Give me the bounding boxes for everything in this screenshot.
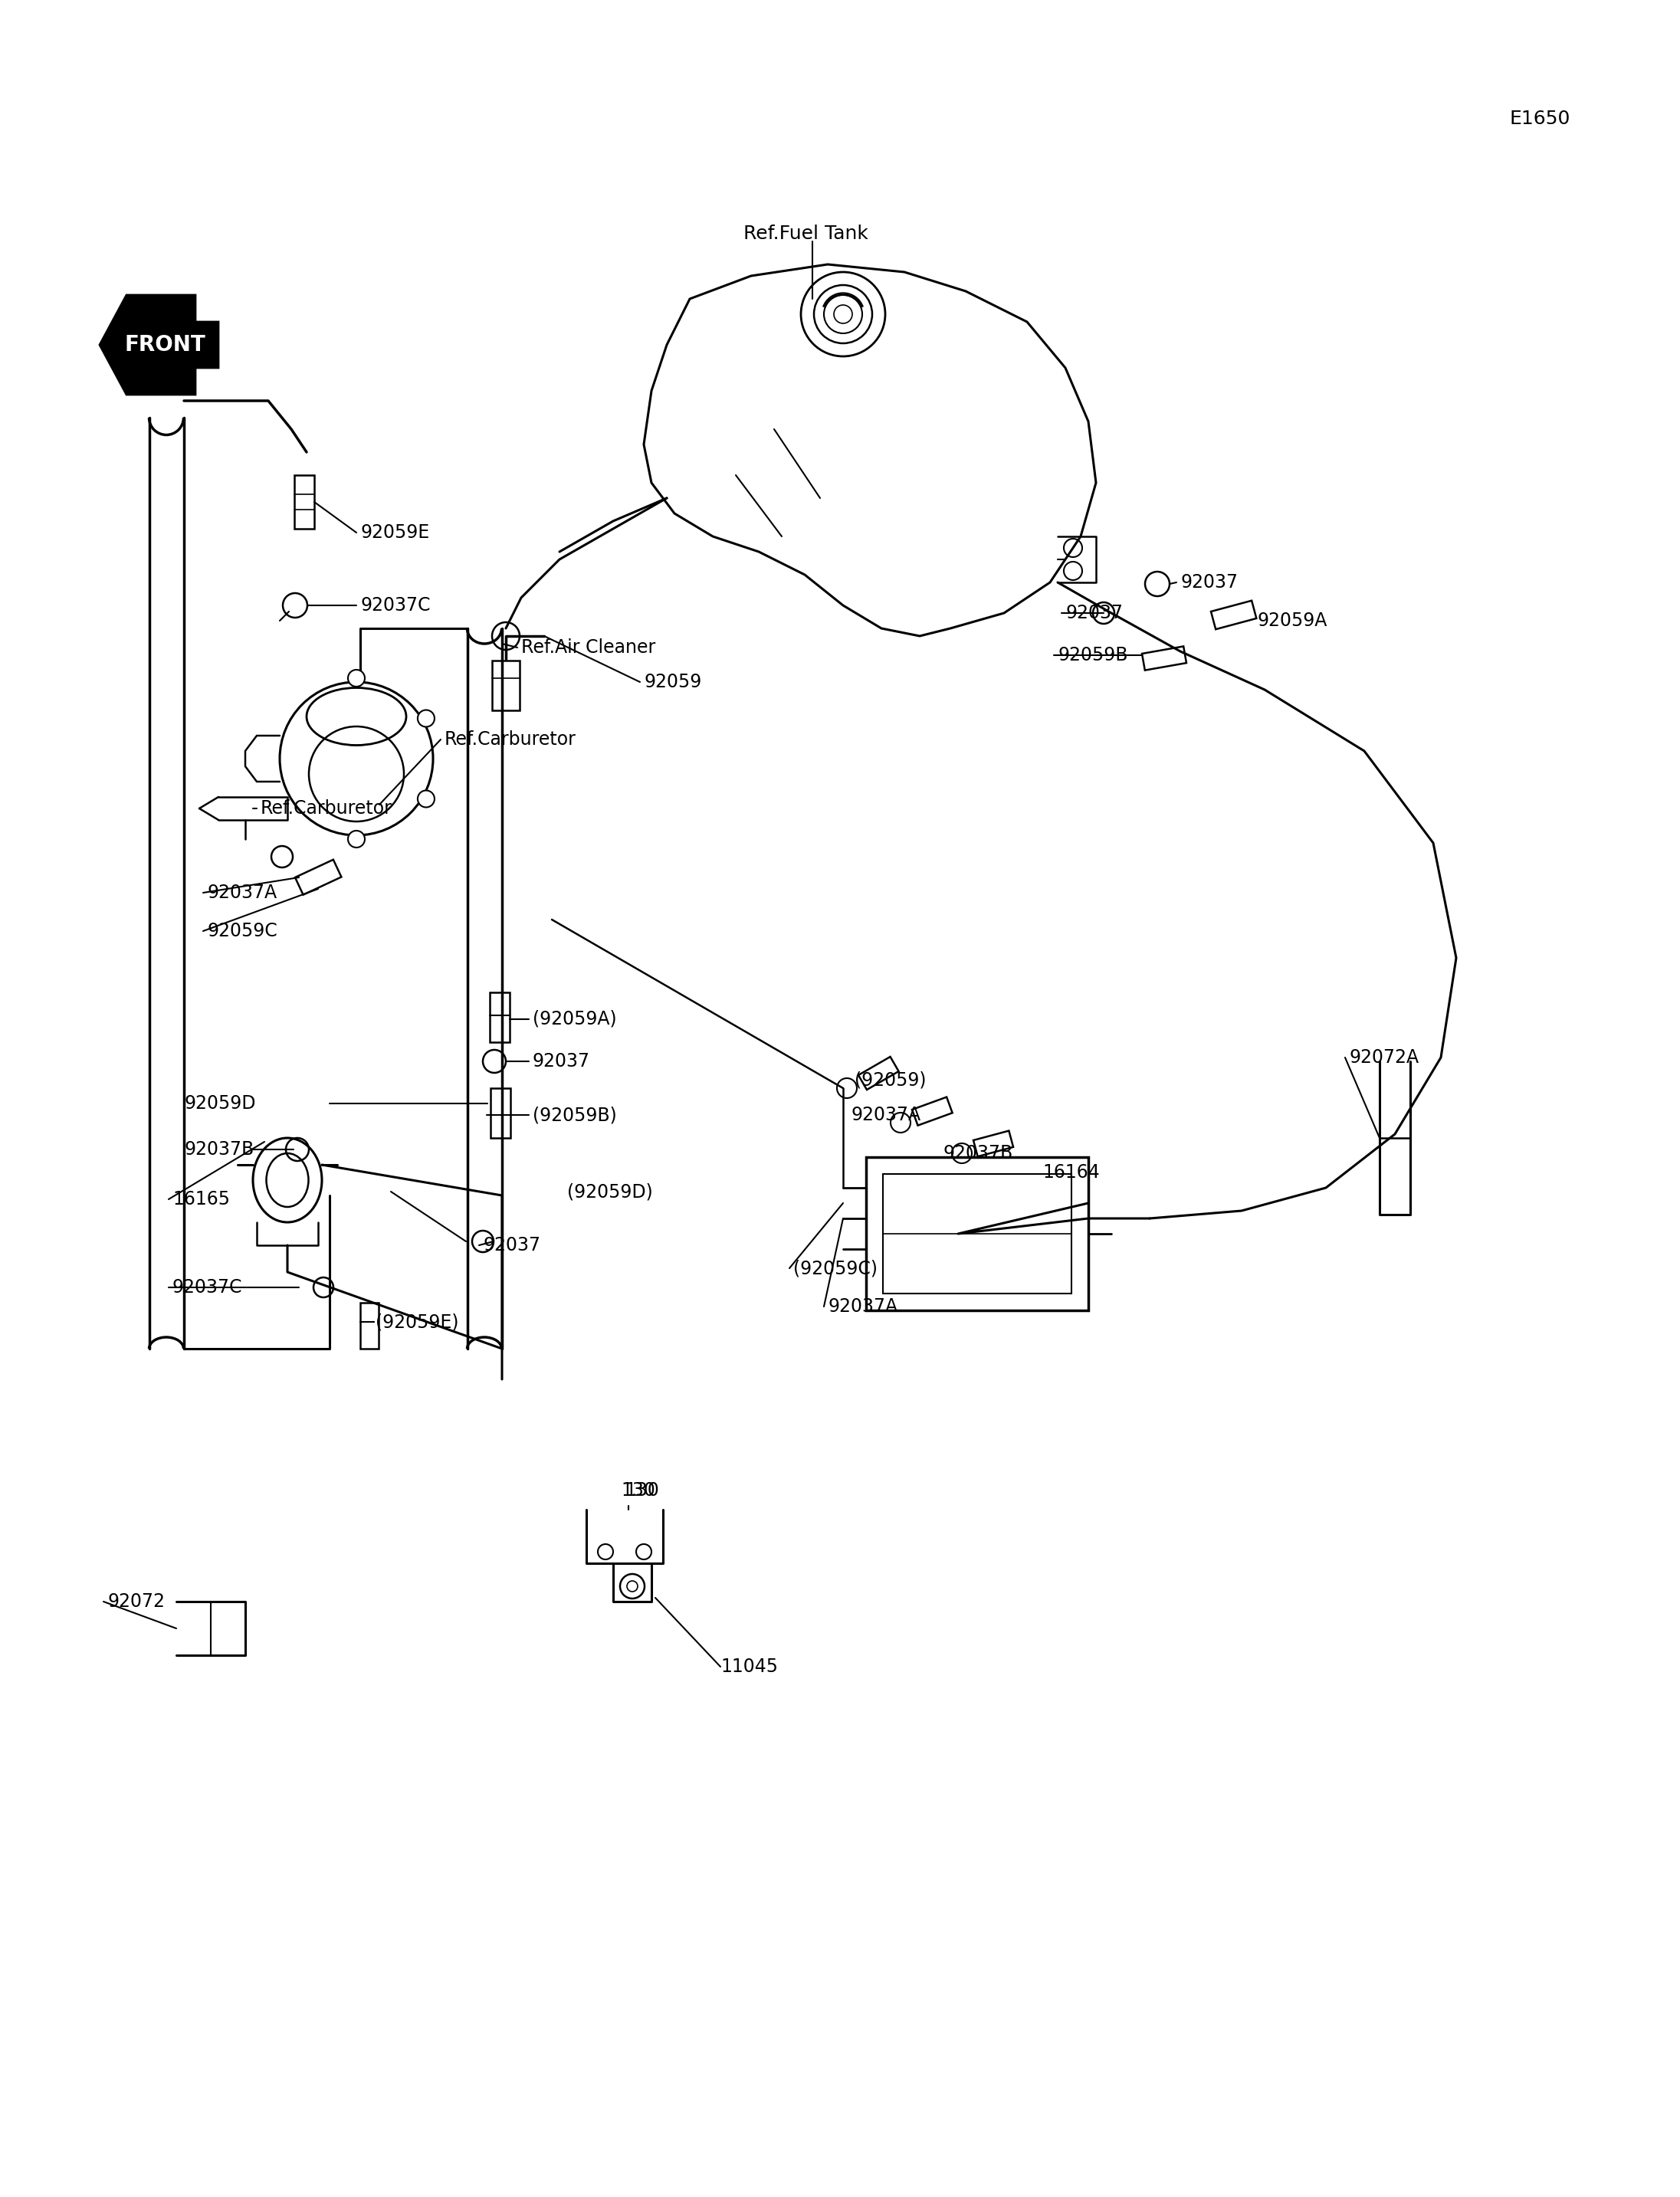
Text: (92059): (92059): [855, 1072, 926, 1090]
Text: Ref.Carburetor: Ref.Carburetor: [445, 729, 576, 749]
Text: (92059C): (92059C): [793, 1259, 877, 1276]
Bar: [973, 1131, 1013, 1156]
Text: 92072: 92072: [108, 1593, 165, 1610]
Text: 92059B: 92059B: [1058, 646, 1127, 663]
Text: 92072A: 92072A: [1349, 1048, 1418, 1068]
Text: E1650: E1650: [1510, 110, 1571, 127]
Bar: [867, 1158, 1089, 1309]
Text: 16164: 16164: [1042, 1162, 1100, 1182]
Circle shape: [348, 830, 365, 848]
Text: 92037: 92037: [533, 1052, 590, 1070]
Text: 92059D: 92059D: [183, 1094, 255, 1112]
Bar: [294, 475, 314, 529]
Text: (92059A): (92059A): [533, 1011, 617, 1028]
Text: (92059D): (92059D): [568, 1182, 654, 1202]
Text: 130: 130: [625, 1481, 659, 1501]
Circle shape: [348, 670, 365, 688]
Text: 92037C: 92037C: [173, 1279, 242, 1296]
Text: 92037B: 92037B: [942, 1145, 1013, 1162]
Text: 92059A: 92059A: [1257, 611, 1327, 631]
Bar: [858, 1057, 899, 1090]
Bar: [912, 1096, 953, 1125]
Text: 92037: 92037: [1065, 604, 1122, 622]
Text: 92037: 92037: [1181, 573, 1238, 591]
Text: 11045: 11045: [721, 1657, 778, 1676]
Text: 92059C: 92059C: [207, 923, 277, 940]
Text: (92059B): (92059B): [533, 1105, 617, 1125]
Text: 92059E: 92059E: [360, 523, 430, 543]
Text: 92037C: 92037C: [360, 595, 430, 615]
Text: 92037A: 92037A: [207, 883, 277, 903]
Text: Ref.Fuel Tank: Ref.Fuel Tank: [744, 224, 869, 244]
Text: 92059: 92059: [643, 672, 702, 692]
Circle shape: [418, 710, 435, 727]
Bar: [491, 1088, 511, 1138]
Text: 92037A: 92037A: [828, 1298, 897, 1316]
Text: 92037B: 92037B: [183, 1140, 254, 1158]
Text: 92037A: 92037A: [850, 1105, 921, 1125]
Bar: [360, 1303, 378, 1349]
Text: 130: 130: [622, 1481, 655, 1501]
Text: 92037: 92037: [482, 1237, 541, 1254]
Bar: [491, 993, 509, 1041]
Bar: [1211, 600, 1257, 628]
Bar: [492, 661, 519, 710]
Bar: [884, 1173, 1072, 1294]
Text: 16165: 16165: [173, 1191, 230, 1208]
Text: Ref.Carburetor: Ref.Carburetor: [260, 800, 393, 817]
Circle shape: [418, 791, 435, 806]
Text: Ref.Air Cleaner: Ref.Air Cleaner: [521, 639, 655, 657]
Text: FRONT: FRONT: [124, 334, 205, 356]
Polygon shape: [99, 294, 218, 395]
Text: (92059E): (92059E): [376, 1312, 459, 1331]
Bar: [296, 859, 341, 894]
Bar: [1142, 646, 1186, 670]
